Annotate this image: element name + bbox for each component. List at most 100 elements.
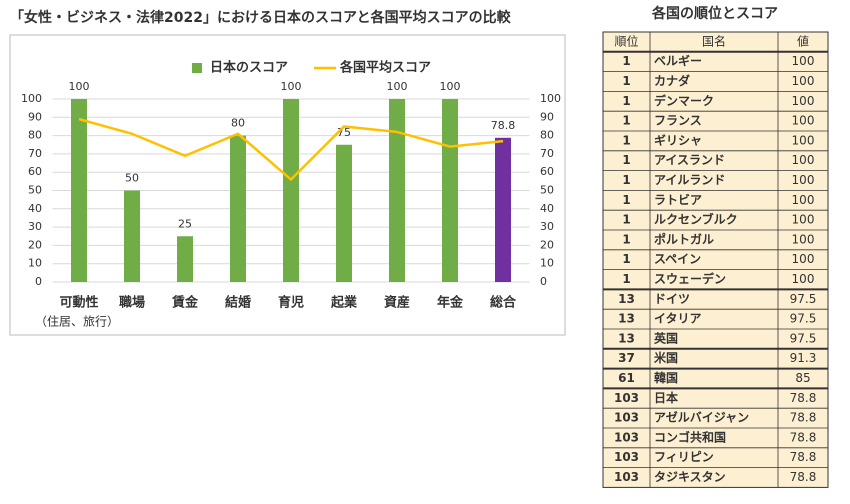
data-label: 100 [281, 80, 302, 93]
table-cell: 1 [622, 252, 630, 266]
table-cell: 1 [622, 114, 630, 128]
table-cell: カナダ [654, 73, 690, 88]
table-bg [602, 31, 829, 488]
data-label: 78.8 [491, 119, 516, 132]
table-cell: 米国 [654, 350, 678, 365]
table-cell: 85 [795, 371, 810, 385]
data-label: 100 [440, 80, 461, 93]
table-cell: 1 [622, 272, 630, 286]
y-tick-label: 0 [35, 275, 42, 288]
table-cell: 100 [792, 153, 815, 167]
x-tick-label: 年金 [437, 295, 464, 311]
y2-tick-label: 90 [540, 110, 554, 123]
y-tick-label: 10 [28, 257, 42, 270]
table-header: 順位 [614, 33, 638, 48]
table-cell: 78.8 [790, 391, 817, 405]
bar [71, 99, 87, 282]
data-label: 100 [69, 80, 90, 93]
x-tick-label: 結婚 [225, 295, 251, 311]
x-tick-label: 総合 [490, 295, 517, 311]
table-cell: 37 [618, 351, 635, 365]
legend-label: 各国平均スコア [339, 60, 431, 76]
table-cell: 103 [614, 430, 639, 444]
y-tick-label: 70 [28, 147, 42, 160]
table-cell: タジキスタン [654, 470, 726, 484]
chart-title: 「女性・ビジネス・法律2022」における日本のスコアと各国平均スコアの比較 [10, 9, 512, 26]
y-tick-label: 100 [21, 92, 42, 105]
data-label: 25 [178, 217, 192, 230]
table-cell: フランス [654, 114, 702, 128]
bar [177, 236, 193, 282]
table-cell: 78.8 [790, 470, 817, 484]
table-cell: 1 [622, 94, 630, 108]
table-cell: ポルトガル [654, 231, 714, 246]
table-cell: 1 [622, 133, 630, 147]
table-cell: コンゴ共和国 [654, 429, 726, 444]
table-cell: 103 [614, 470, 639, 484]
table-cell: 97.5 [790, 331, 817, 345]
x-tick-label: 資産 [384, 295, 410, 311]
table-cell: ドイツ [654, 292, 690, 306]
y-tick-label: 20 [28, 238, 42, 251]
table-cell: 1 [622, 193, 630, 207]
table-cell: 100 [792, 232, 815, 246]
table-cell: 103 [614, 411, 639, 425]
bar [495, 137, 511, 282]
table-cell: 78.8 [790, 450, 817, 464]
bar [124, 190, 140, 282]
y2-tick-label: 40 [540, 202, 554, 215]
y-tick-label: 90 [28, 110, 42, 123]
table-cell: アゼルバイジャン [654, 410, 749, 425]
data-label: 80 [231, 117, 245, 130]
table-cell: アイスランド [654, 153, 725, 167]
table-cell: 100 [792, 252, 815, 266]
x-tick-label: 可動性 [59, 295, 98, 311]
bar [389, 99, 405, 282]
table-cell: 100 [792, 272, 815, 286]
table-cell: 英国 [654, 330, 678, 345]
y2-tick-label: 70 [540, 147, 554, 160]
table-cell: 100 [792, 94, 815, 108]
table-cell: 78.8 [790, 430, 817, 444]
bar [283, 99, 299, 282]
data-label: 50 [125, 172, 139, 185]
table-cell: ベルギー [654, 53, 702, 68]
legend-swatch [192, 63, 202, 73]
table-cell: 100 [792, 213, 815, 227]
table-cell: ギリシャ [654, 132, 702, 147]
y2-tick-label: 50 [540, 184, 554, 197]
table-cell: 100 [792, 74, 815, 88]
table-cell: アイルランド [654, 173, 725, 187]
y-tick-label: 30 [28, 220, 42, 233]
table-cell: 97.5 [790, 312, 817, 326]
table-cell: 1 [622, 173, 630, 187]
table-title: 各国の順位とスコア [651, 5, 778, 22]
table-cell: 103 [614, 391, 639, 405]
bar [230, 135, 246, 282]
table-cell: 100 [792, 133, 815, 147]
y2-tick-label: 80 [540, 129, 554, 142]
table-cell: 97.5 [790, 292, 817, 306]
y-tick-label: 60 [28, 165, 42, 178]
y2-tick-label: 60 [540, 165, 554, 178]
table-cell: 100 [792, 193, 815, 207]
bar [336, 144, 352, 282]
x-note: （住居、旅行） [35, 315, 119, 329]
table-cell: 103 [614, 450, 639, 464]
data-label: 100 [387, 80, 408, 93]
table-cell: 61 [618, 371, 635, 385]
bar [442, 99, 458, 282]
y2-tick-label: 0 [540, 275, 547, 288]
table-cell: 78.8 [790, 411, 817, 425]
y-tick-label: 50 [28, 184, 42, 197]
y-tick-label: 80 [28, 129, 42, 142]
legend-label: 日本のスコア [210, 60, 288, 76]
x-tick-label: 育児 [278, 295, 304, 311]
table-cell: 韓国 [654, 370, 678, 385]
y2-tick-label: 10 [540, 257, 554, 270]
line [78, 117, 504, 182]
table-header: 国名 [702, 33, 726, 48]
table-cell: 100 [792, 114, 815, 128]
table-cell: ラトビア [654, 192, 702, 207]
